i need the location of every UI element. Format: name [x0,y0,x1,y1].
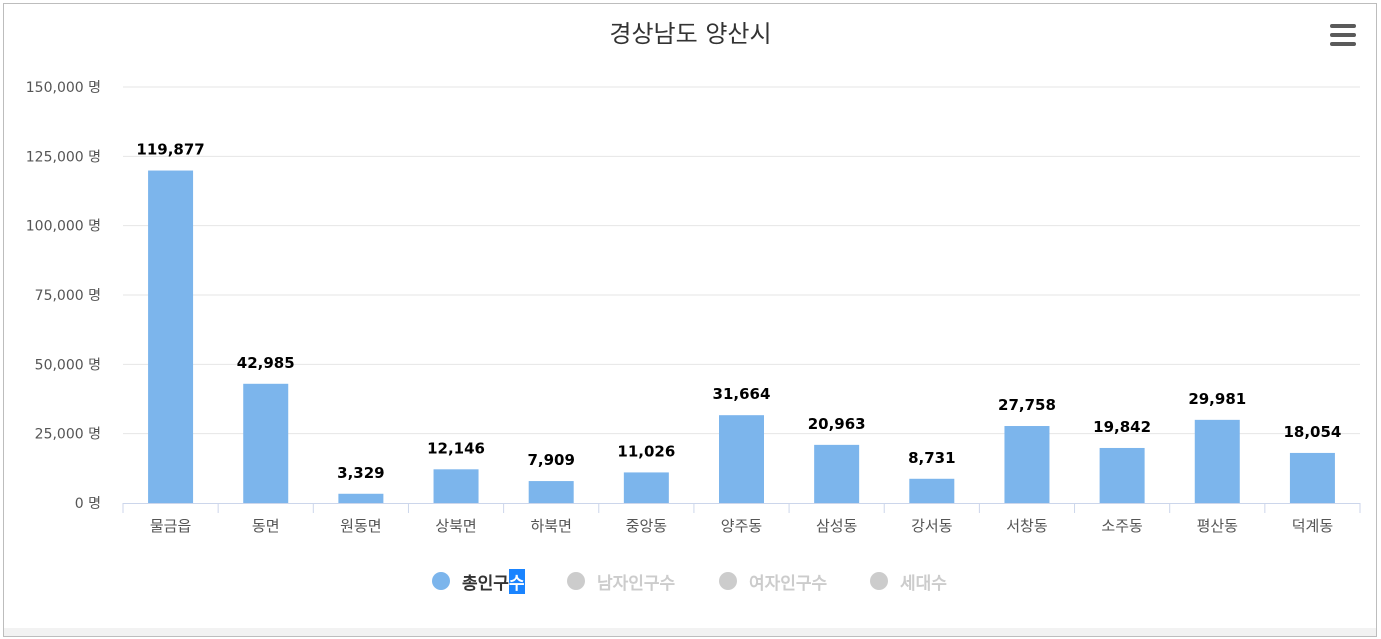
y-tick-label: 150,000 명 [26,80,101,96]
x-tick-label: 덕계동 [1292,517,1334,535]
y-tick-label: 125,000 명 [26,149,101,165]
y-tick-label: 75,000 명 [35,288,101,304]
legend-marker-male [567,572,585,590]
bar [719,415,764,503]
x-tick-label: 상북면 [435,517,476,535]
x-tick-label: 동면 [252,517,280,535]
data-label: 42,985 [237,354,295,372]
bar [1194,419,1240,503]
data-label: 20,963 [808,415,866,433]
data-label: 7,909 [527,451,574,469]
data-label: 19,842 [1093,418,1151,436]
chart-container [3,3,1377,637]
x-tick-label: 중앙동 [626,517,668,535]
x-tick-label: 물금읍 [150,517,191,535]
chart-title: 경상남도 양산시 [609,20,772,48]
data-label: 11,026 [617,442,675,460]
bar [1004,426,1050,503]
x-tick-label: 원동면 [340,517,381,535]
legend-label-female: 여자인구수 [749,573,828,594]
bar [433,469,479,503]
bar [909,478,955,503]
legend-marker-total [432,572,450,590]
y-tick-label: 25,000 명 [35,427,101,443]
legend-item-total-population[interactable]: 총인구 수 [432,568,525,594]
bar-chart: 0 명 25,000 명 50,000 명 75,000 명 100,000 명 125,… [26,80,1361,535]
y-tick-label: 50,000 명 [35,357,101,373]
x-tick-label: 삼성동 [816,517,858,535]
legend-label-households: 세대수 [900,573,947,594]
data-label: 119,877 [136,141,204,159]
data-label: 27,758 [998,396,1056,414]
legend-item-male-population[interactable]: 남자인구수 [567,568,675,594]
legend-label-total-main: 총인구 [462,573,509,594]
bar [1289,452,1335,503]
scrollbar-strip [4,628,1376,636]
y-tick-label: 100,000 명 [26,219,101,235]
data-label: 18,054 [1283,423,1341,441]
bar [623,472,669,503]
data-label: 31,664 [713,385,771,403]
x-tick-label: 양주동 [721,517,763,535]
data-label: 8,731 [908,449,955,467]
x-tick-label: 서창동 [1006,517,1048,535]
legend: 총인구 수 남자인구수 여자인구수 세대수 [0,568,1381,594]
legend-item-households[interactable]: 세대수 [870,568,947,594]
data-label: 29,981 [1188,390,1246,408]
x-tick-label: 소주동 [1101,517,1143,535]
bar [814,444,860,503]
y-tick-label: 0 명 [75,496,101,512]
legend-label-total-tail: 수 [508,568,525,594]
x-tick-label: 평산동 [1197,517,1239,535]
bar [1099,447,1145,503]
bar [528,481,574,503]
x-tick-label: 하북면 [530,517,571,535]
legend-item-female-population[interactable]: 여자인구수 [719,568,827,594]
legend-label-male: 남자인구수 [597,573,676,594]
legend-marker-households [870,572,888,590]
bar [148,170,194,503]
bar [338,493,384,503]
x-tick-label: 강서동 [911,517,953,535]
data-label: 12,146 [427,439,485,457]
data-label: 3,329 [337,464,384,482]
hamburger-menu-icon[interactable] [1327,24,1359,52]
legend-marker-female [719,572,737,590]
bar [243,383,289,503]
